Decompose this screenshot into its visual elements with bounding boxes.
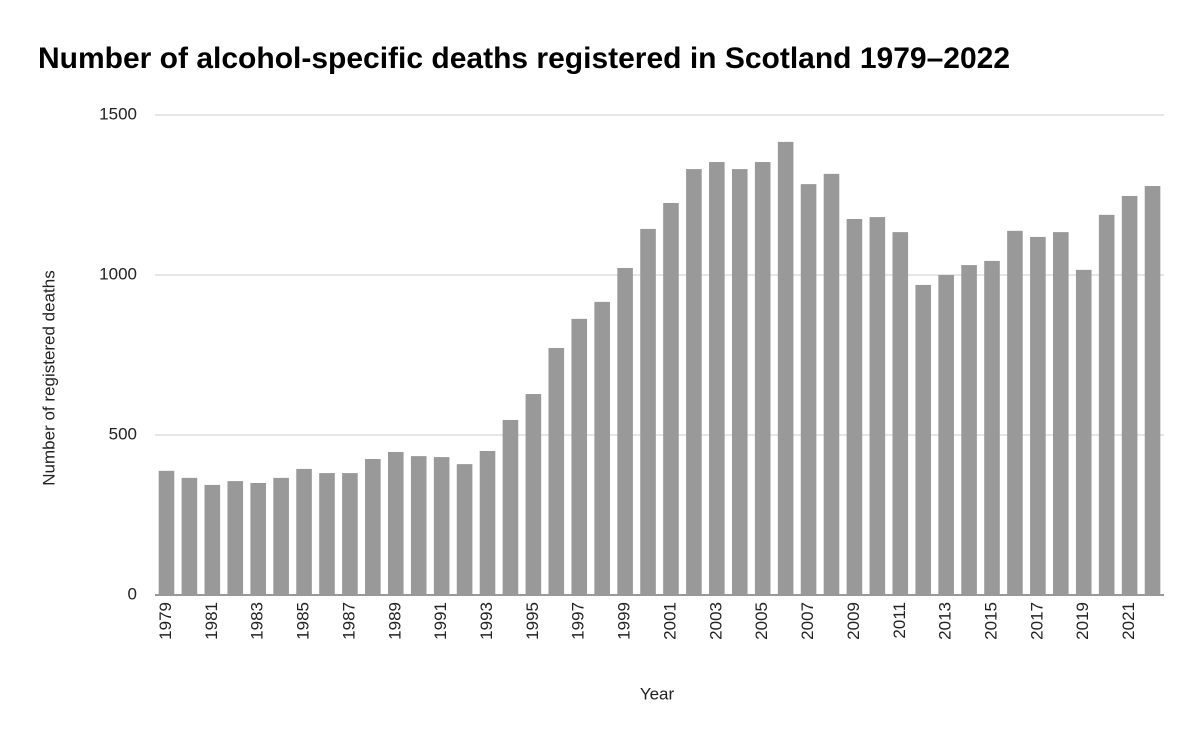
bar — [181, 477, 198, 595]
bar — [502, 419, 519, 595]
x-tick-label: 1993 — [477, 602, 496, 640]
x-tick-label: 1991 — [431, 602, 450, 640]
bar — [571, 318, 588, 595]
bar — [319, 473, 335, 595]
bar — [663, 203, 679, 595]
bar — [686, 169, 702, 595]
bar — [1098, 214, 1115, 595]
x-tick-label: 1995 — [523, 602, 542, 640]
bar — [823, 173, 840, 595]
bar — [1007, 230, 1023, 595]
x-tick-label: 2005 — [752, 602, 771, 640]
bar — [709, 162, 725, 596]
bar — [433, 457, 450, 595]
bar — [869, 217, 886, 595]
bar — [158, 470, 175, 595]
bar — [984, 260, 1000, 595]
x-tick-label: 1999 — [615, 602, 634, 640]
bar — [938, 275, 954, 595]
x-tick-label: 2007 — [798, 602, 817, 640]
x-tick-label: 2003 — [706, 602, 725, 640]
bar — [525, 394, 542, 595]
bar — [1144, 186, 1161, 596]
x-tick-label: 2009 — [844, 602, 863, 640]
bar — [961, 265, 977, 595]
x-tick-label: 1981 — [202, 602, 221, 640]
bar — [754, 162, 771, 596]
bar — [342, 473, 358, 595]
bar — [915, 284, 932, 595]
bar — [892, 232, 909, 595]
bar — [204, 484, 221, 595]
y-axis-label: Number of registered deaths — [39, 270, 58, 485]
bar — [1075, 269, 1092, 595]
bar — [296, 468, 312, 595]
x-tick-label: 1997 — [569, 602, 588, 640]
bar — [640, 228, 656, 596]
bar — [479, 451, 496, 595]
x-tick-label: 2021 — [1119, 602, 1138, 640]
y-tick-label: 1000 — [99, 264, 137, 283]
bar — [846, 219, 863, 595]
x-tick-label: 2011 — [890, 602, 909, 639]
chart-title: Number of alcohol-specific deaths regist… — [38, 42, 1010, 75]
bar — [617, 267, 633, 595]
x-tick-label: 1979 — [156, 602, 175, 640]
bar — [410, 456, 427, 595]
y-tick-label: 500 — [109, 424, 137, 443]
x-axis-label: Year — [640, 684, 675, 703]
x-tick-label: 2001 — [660, 602, 679, 640]
x-tick-label: 2017 — [1027, 602, 1046, 640]
x-tick-label: 2015 — [981, 602, 1000, 640]
bar — [594, 301, 610, 595]
bar — [365, 459, 381, 595]
x-tick-label: 1987 — [339, 602, 358, 640]
bar — [731, 169, 748, 595]
bar — [1030, 236, 1046, 596]
bar — [456, 464, 473, 595]
bar — [1121, 195, 1138, 595]
x-tick-label: 1985 — [294, 602, 313, 640]
x-tick-label: 2013 — [936, 602, 955, 640]
bar — [273, 477, 289, 595]
y-tick-label: 1500 — [99, 104, 137, 123]
bar — [1053, 232, 1069, 595]
bar — [227, 481, 244, 595]
x-tick-label: 1983 — [248, 602, 267, 640]
y-tick-label: 0 — [128, 584, 137, 603]
x-tick-label: 1989 — [385, 602, 404, 640]
bar — [777, 141, 794, 595]
bar — [387, 451, 404, 595]
x-tick-label: 2019 — [1073, 602, 1092, 640]
bar — [548, 347, 565, 595]
bar — [250, 483, 266, 595]
bar — [800, 184, 817, 595]
